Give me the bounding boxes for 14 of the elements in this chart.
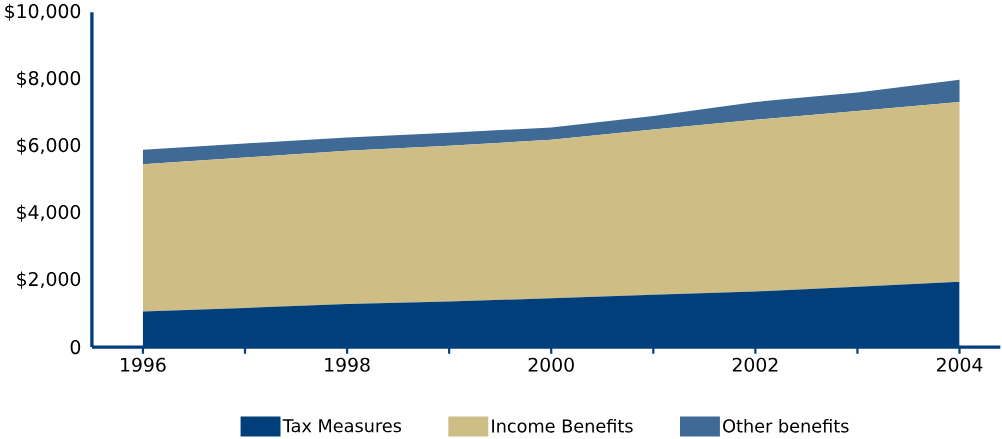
- y-tick-label: $10,000: [5, 3, 81, 21]
- y-tick-label: 0: [70, 340, 81, 355]
- x-tick-label: 1998: [325, 357, 370, 372]
- x-tick-label: 2004: [936, 357, 983, 372]
- y-tick-label: $4,000: [17, 204, 81, 222]
- y-tick-label: $2,000: [17, 271, 81, 289]
- legend-label: Other benefits: [723, 419, 849, 433]
- legend-label: Income Benefits: [492, 419, 633, 433]
- y-tick-label: $6,000: [17, 137, 81, 155]
- y-tick-label: $8,000: [17, 70, 81, 88]
- x-tick-label: 2000: [528, 357, 574, 372]
- x-tick-label: 2002: [732, 357, 778, 372]
- legend-label: Tax Measures: [282, 419, 402, 433]
- x-tick-label: 1996: [121, 357, 166, 372]
